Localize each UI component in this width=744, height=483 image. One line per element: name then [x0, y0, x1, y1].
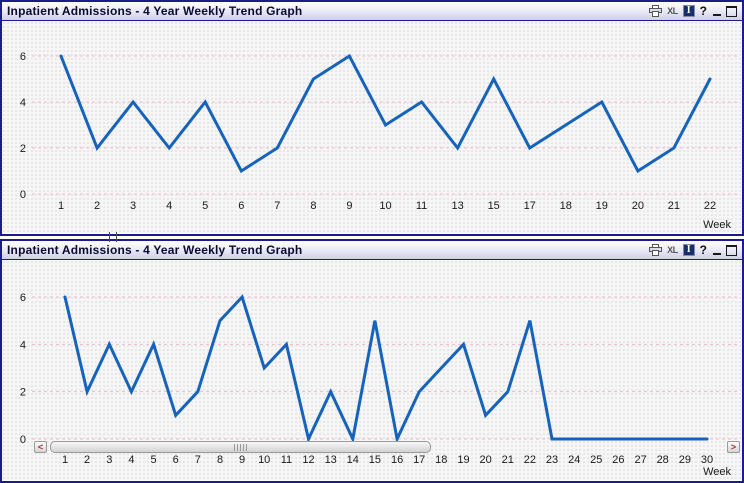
- svg-text:10: 10: [258, 454, 270, 466]
- svg-text:20: 20: [632, 200, 644, 212]
- svg-text:3: 3: [106, 454, 112, 466]
- print-icon[interactable]: [649, 244, 663, 256]
- x-scrollbar-left-button[interactable]: <: [34, 441, 47, 453]
- svg-text:4: 4: [20, 339, 26, 351]
- panel-titlebar[interactable]: Inpatient Admissions - 4 Year Weekly Tre…: [2, 2, 742, 21]
- panel-titlebar[interactable]: Inpatient Admissions - 4 Year Weekly Tre…: [2, 241, 742, 260]
- svg-text:19: 19: [457, 454, 469, 466]
- svg-text:7: 7: [274, 200, 280, 212]
- svg-text:23: 23: [546, 454, 558, 466]
- maximize-icon[interactable]: [726, 244, 737, 256]
- svg-text:20: 20: [479, 454, 491, 466]
- svg-text:0: 0: [20, 434, 26, 446]
- svg-text:15: 15: [488, 200, 500, 212]
- print-icon[interactable]: [649, 5, 663, 17]
- svg-text:7: 7: [195, 454, 201, 466]
- svg-text:6: 6: [238, 200, 244, 212]
- svg-text:16: 16: [391, 454, 403, 466]
- svg-text:17: 17: [524, 200, 536, 212]
- svg-text:15: 15: [369, 454, 381, 466]
- svg-text:9: 9: [346, 200, 352, 212]
- svg-text:6: 6: [20, 292, 26, 304]
- chart-panel-top: Inpatient Admissions - 4 Year Weekly Tre…: [0, 0, 744, 236]
- svg-text:1: 1: [62, 454, 68, 466]
- excel-export-icon[interactable]: XL: [667, 6, 678, 16]
- svg-text:12: 12: [302, 454, 314, 466]
- svg-text:22: 22: [524, 454, 536, 466]
- chart-area: 0 2 4 6 1 2 3 4 5 6 7 8 9 10 11 13 15 17 18 19 20 21 22 Week: [2, 21, 742, 233]
- svg-text:4: 4: [20, 97, 26, 109]
- svg-text:13: 13: [325, 454, 337, 466]
- svg-text:2: 2: [20, 143, 26, 155]
- panel-title: Inpatient Admissions - 4 Year Weekly Tre…: [7, 243, 303, 257]
- svg-text:4: 4: [166, 200, 172, 212]
- svg-text:21: 21: [668, 200, 680, 212]
- svg-text:22: 22: [704, 200, 716, 212]
- svg-text:5: 5: [151, 454, 157, 466]
- help-icon[interactable]: ?: [699, 243, 707, 257]
- svg-text:24: 24: [568, 454, 580, 466]
- svg-text:27: 27: [634, 454, 646, 466]
- svg-text:11: 11: [281, 454, 292, 466]
- svg-text:6: 6: [20, 51, 26, 63]
- chart-area: 0 2 4 6 1 2 3 4 5 6 7 8 9 10 11 12 13 14 15 16 17 18 19 20 21 22 2…: [2, 260, 742, 480]
- svg-text:10: 10: [379, 200, 391, 212]
- svg-text:8: 8: [310, 200, 316, 212]
- fast-type-change-icon[interactable]: I: [682, 5, 695, 17]
- svg-text:4: 4: [128, 454, 134, 466]
- chart-panel-bottom: Inpatient Admissions - 4 Year Weekly Tre…: [0, 239, 744, 483]
- svg-text:18: 18: [560, 200, 572, 212]
- svg-text:Week: Week: [703, 466, 731, 478]
- help-icon[interactable]: ?: [699, 4, 707, 18]
- svg-text:8: 8: [217, 454, 223, 466]
- svg-text:5: 5: [202, 200, 208, 212]
- svg-text:25: 25: [590, 454, 602, 466]
- svg-text:28: 28: [657, 454, 669, 466]
- svg-text:17: 17: [413, 454, 425, 466]
- x-scrollbar-right-button[interactable]: >: [727, 441, 740, 453]
- panel-title: Inpatient Admissions - 4 Year Weekly Tre…: [7, 4, 303, 18]
- svg-text:29: 29: [679, 454, 691, 466]
- svg-text:11: 11: [416, 200, 427, 212]
- svg-text:19: 19: [596, 200, 608, 212]
- caption-icon-bar: XL I ?: [649, 241, 737, 259]
- svg-text:3: 3: [130, 200, 136, 212]
- maximize-icon[interactable]: [726, 5, 737, 17]
- svg-text:2: 2: [94, 200, 100, 212]
- x-scrollbar-thumb[interactable]: [50, 441, 431, 453]
- excel-export-icon[interactable]: XL: [667, 245, 678, 255]
- scrollbar-grip: [233, 444, 248, 451]
- svg-text:Week: Week: [703, 219, 731, 231]
- minimize-icon[interactable]: [712, 244, 721, 257]
- svg-text:9: 9: [239, 454, 245, 466]
- svg-text:0: 0: [20, 189, 26, 201]
- svg-text:26: 26: [612, 454, 624, 466]
- weekly-trend-line-chart[interactable]: 0 2 4 6 1 2 3 4 5 6 7 8 9 10 11 13 15 17 18 19 20 21 22 Week: [2, 21, 742, 233]
- svg-text:6: 6: [173, 454, 179, 466]
- svg-text:13: 13: [451, 200, 463, 212]
- panel-resize-notch: [109, 232, 117, 242]
- fast-type-change-icon[interactable]: I: [682, 244, 695, 256]
- svg-text:14: 14: [347, 454, 359, 466]
- svg-text:2: 2: [84, 454, 90, 466]
- svg-text:18: 18: [435, 454, 447, 466]
- svg-text:21: 21: [502, 454, 514, 466]
- svg-text:2: 2: [20, 387, 26, 399]
- svg-text:1: 1: [58, 200, 64, 212]
- caption-icon-bar: XL I ?: [649, 2, 737, 20]
- minimize-icon[interactable]: [712, 5, 721, 18]
- svg-text:30: 30: [701, 454, 713, 466]
